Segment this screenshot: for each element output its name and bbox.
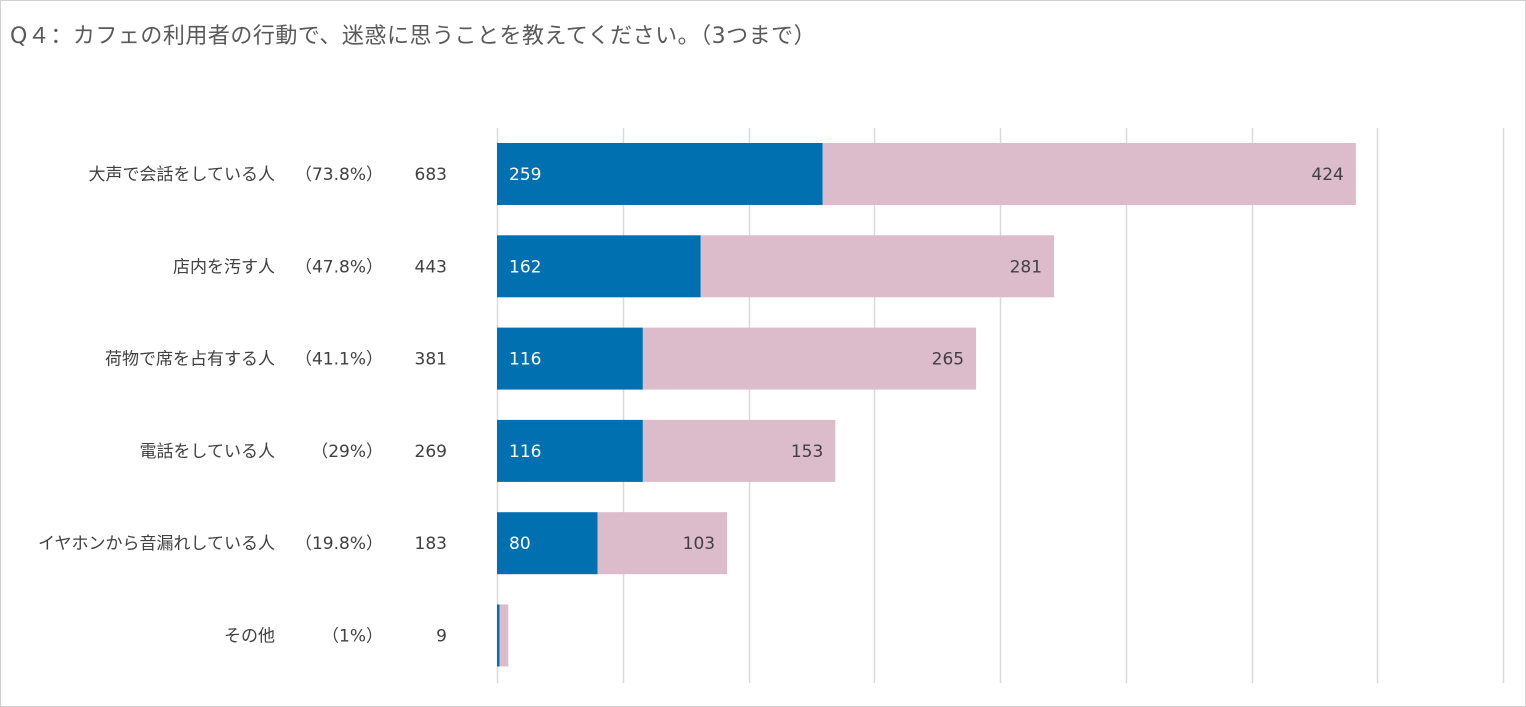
- data-label: 259: [509, 165, 541, 185]
- bar-series-1: [497, 512, 598, 575]
- category-label: 店内を汚す人: [173, 257, 275, 277]
- data-label: 162: [509, 257, 541, 277]
- bar-series-2: [597, 512, 728, 575]
- category-label: 大声で会話をしている人: [89, 165, 276, 185]
- total-label: 9: [436, 627, 447, 647]
- percent-label: （29%）: [311, 442, 383, 462]
- percent-label: （19.8%）: [295, 534, 383, 554]
- data-label: 103: [683, 534, 715, 554]
- chart-title: Q４：カフェの利用者の行動で、迷惑に思うことを教えてください。（3つまで）: [10, 24, 817, 49]
- bar-series-1: [497, 143, 823, 205]
- percent-label: （1%）: [322, 627, 383, 647]
- bar-series-1: [497, 604, 500, 667]
- bar-series-1: [497, 419, 643, 482]
- data-label: 281: [1010, 257, 1042, 277]
- percent-label: （47.8%）: [295, 257, 383, 277]
- category-label: 電話をしている人: [140, 442, 276, 462]
- percent-label: （73.8%）: [295, 165, 383, 185]
- total-label: 381: [415, 350, 447, 370]
- bar-series-2: [642, 327, 977, 390]
- bar-series-1: [497, 327, 643, 390]
- bar-series-2: [822, 143, 1356, 205]
- total-label: 269: [415, 442, 447, 462]
- data-label: 80: [509, 534, 531, 554]
- total-label: 183: [415, 534, 447, 554]
- bar-series-2: [642, 419, 836, 482]
- category-label: その他: [224, 627, 275, 647]
- percent-label: （41.1%）: [295, 350, 383, 370]
- category-label: 荷物で席を占有する人: [105, 350, 275, 370]
- bar-series-2: [499, 604, 509, 667]
- data-label: 116: [509, 442, 541, 462]
- data-label: 424: [1311, 165, 1343, 185]
- category-label: イヤホンから音漏れしている人: [38, 534, 275, 554]
- data-label: 116: [509, 350, 541, 370]
- bar-series-2: [700, 235, 1055, 298]
- data-label: 153: [791, 442, 823, 462]
- total-label: 443: [415, 257, 447, 277]
- bar-series-1: [497, 235, 701, 298]
- total-label: 683: [415, 165, 447, 185]
- data-label: 265: [932, 350, 964, 370]
